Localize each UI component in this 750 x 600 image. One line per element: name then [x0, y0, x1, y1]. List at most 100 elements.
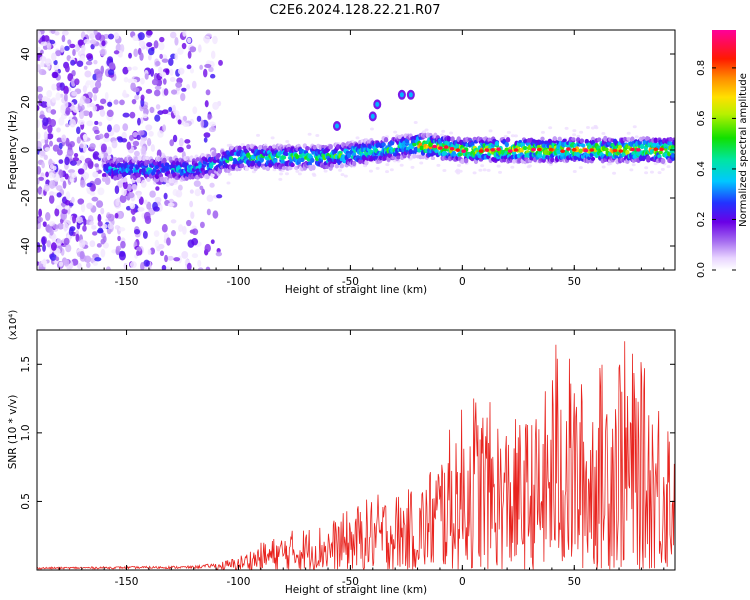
noise-mark — [53, 59, 58, 66]
noise-mark — [323, 169, 328, 173]
noise-mark — [186, 64, 192, 70]
noise-mark — [89, 191, 96, 196]
noise-mark — [133, 150, 140, 157]
peak-mark — [513, 148, 519, 152]
noise-mark — [77, 104, 85, 112]
spectrogram-x-ticks: -150 -100 -50 0 50 — [36, 30, 665, 288]
noise-mark — [172, 104, 176, 114]
noise-mark — [94, 120, 99, 125]
noise-mark — [436, 163, 441, 167]
noise-mark — [170, 219, 177, 224]
noise-mark — [167, 255, 174, 261]
noise-mark — [70, 160, 77, 166]
band-mark — [658, 150, 663, 155]
noise-mark — [177, 184, 183, 191]
noise-mark — [50, 109, 57, 115]
noise-mark — [86, 262, 91, 268]
noise-mark — [52, 224, 60, 230]
noise-mark — [410, 165, 415, 169]
noise-mark — [56, 238, 62, 246]
noise-mark — [163, 88, 169, 96]
noise-mark — [192, 106, 198, 115]
band-mark — [396, 155, 401, 160]
noise-mark — [136, 192, 141, 200]
noise-mark — [159, 71, 167, 77]
noise-mark — [100, 65, 105, 75]
noise-mark — [167, 202, 175, 207]
noise-mark — [46, 240, 51, 248]
band-mark — [614, 154, 619, 159]
noise-mark — [79, 155, 85, 161]
band-mark — [672, 139, 675, 146]
noise-mark — [191, 237, 199, 246]
noise-mark — [144, 215, 152, 225]
band-mark — [122, 177, 128, 183]
noise-mark — [142, 230, 148, 239]
noise-mark — [113, 99, 119, 105]
noise-mark — [77, 168, 85, 175]
noise-mark — [612, 171, 617, 175]
noise-mark — [193, 180, 201, 187]
noise-mark — [107, 33, 115, 40]
band-mark — [137, 155, 143, 161]
colorbar-tick-label: 0.0 — [696, 262, 707, 278]
noise-mark — [140, 262, 145, 270]
band-mark — [596, 137, 602, 142]
noise-mark — [154, 85, 162, 90]
spectrogram-plot: -150 -100 -50 0 50 -40 -20 0 20 40 Height of str… — [7, 29, 676, 296]
noise-mark — [70, 59, 76, 66]
noise-mark — [143, 259, 150, 267]
snr-x-axis-label: Height of straight line (km) — [285, 584, 427, 596]
noise-mark — [503, 134, 508, 138]
noise-mark — [38, 208, 43, 217]
noise-mark — [71, 196, 75, 204]
noise-mark — [513, 134, 518, 138]
noise-mark — [203, 68, 208, 78]
noise-mark — [51, 71, 58, 79]
noise-mark — [157, 110, 164, 115]
band-mark — [660, 158, 666, 165]
noise-mark — [61, 34, 66, 43]
spectrogram-y-tick-label: -40 — [20, 237, 32, 254]
noise-mark — [135, 250, 140, 257]
noise-mark — [65, 191, 71, 201]
noise-mark — [46, 133, 54, 140]
spectrogram-x-axis-label: Height of straight line (km) — [285, 284, 427, 296]
noise-mark — [226, 143, 231, 147]
noise-mark — [107, 101, 113, 107]
noise-mark — [307, 132, 312, 136]
band-mark — [670, 153, 675, 158]
noise-mark — [210, 50, 216, 60]
noise-mark — [62, 180, 67, 189]
noise-mark — [89, 221, 94, 226]
noise-mark — [77, 39, 84, 46]
noise-mark — [189, 200, 194, 208]
noise-mark — [644, 166, 649, 170]
noise-mark — [82, 224, 87, 232]
noise-mark — [63, 93, 68, 102]
noise-mark — [175, 81, 183, 88]
noise-mark — [72, 48, 76, 57]
noise-mark — [52, 144, 60, 152]
noise-mark — [131, 183, 138, 191]
noise-mark — [209, 121, 216, 127]
band-mark — [101, 176, 107, 182]
band-mark — [351, 152, 357, 157]
noise-mark — [649, 170, 654, 174]
colorbar-ticks: 0.0 0.2 0.4 0.6 0.8 — [696, 60, 736, 278]
noise-mark — [76, 136, 81, 144]
noise-mark — [121, 131, 127, 140]
snr-x-tick-label: -150 — [115, 576, 139, 588]
band-mark — [244, 166, 250, 172]
peak-mark — [612, 148, 618, 153]
noise-mark — [606, 162, 611, 166]
noise-mark — [49, 253, 57, 261]
noise-mark — [169, 31, 177, 39]
noise-mark — [189, 189, 194, 194]
noise-mark — [37, 85, 44, 93]
noise-mark — [284, 172, 289, 176]
noise-mark — [98, 133, 104, 139]
noise-mark — [173, 257, 181, 262]
noise-mark — [140, 77, 145, 85]
noise-mark — [169, 68, 174, 76]
